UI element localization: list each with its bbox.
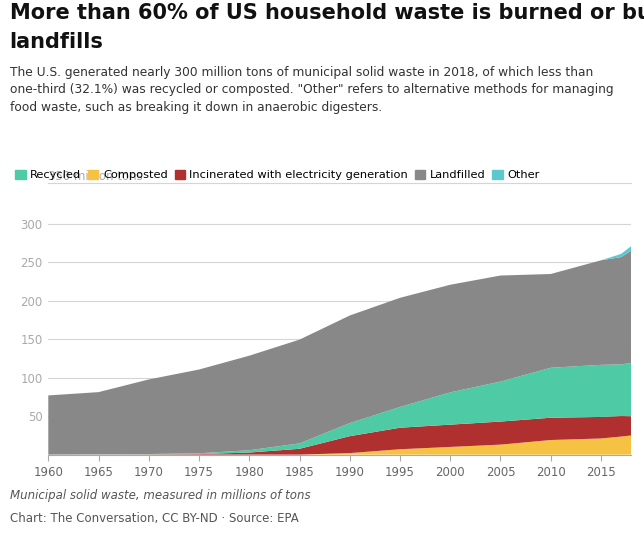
Text: The U.S. generated nearly 300 million tons of municipal solid waste in 2018, of : The U.S. generated nearly 300 million to…	[10, 66, 613, 114]
Text: More than 60% of US household waste is burned or buried in: More than 60% of US household waste is b…	[10, 3, 644, 23]
Text: 350 million tons: 350 million tons	[48, 171, 143, 183]
Legend: Recycled, Composted, Incinerated with electricity generation, Landfilled, Other: Recycled, Composted, Incinerated with el…	[15, 170, 540, 180]
Text: landfills: landfills	[10, 32, 104, 52]
Text: Municipal solid waste, measured in millions of tons: Municipal solid waste, measured in milli…	[10, 489, 310, 501]
Text: Chart: The Conversation, CC BY-ND · Source: EPA: Chart: The Conversation, CC BY-ND · Sour…	[10, 512, 298, 525]
